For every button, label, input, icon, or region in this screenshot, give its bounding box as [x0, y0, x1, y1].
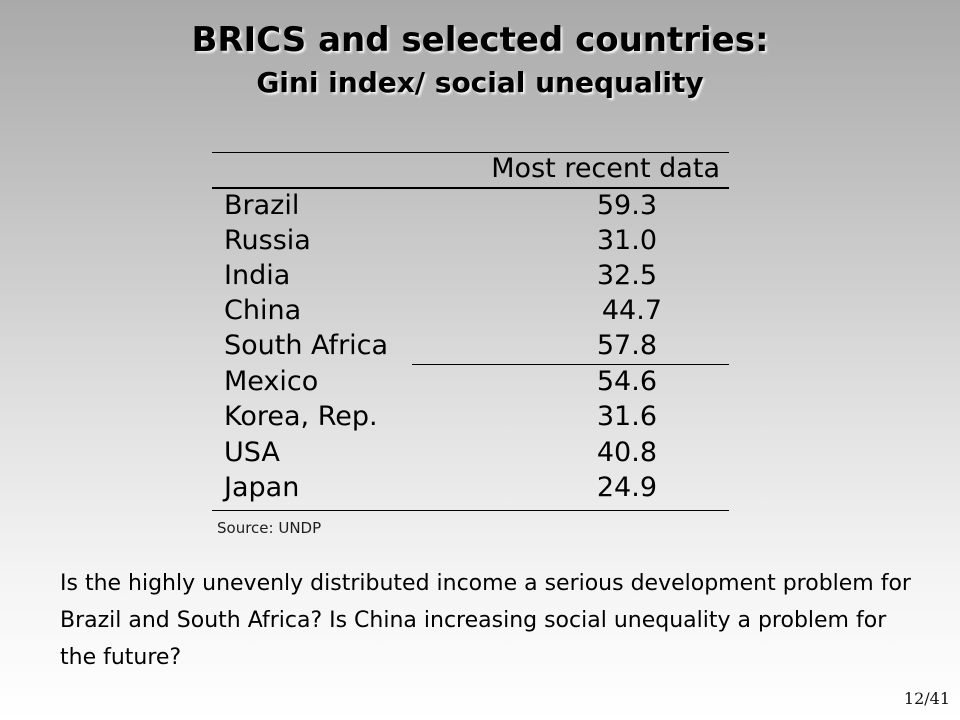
gini-value: 57.8	[596, 330, 657, 361]
table-row: Korea, Rep. 31.6	[224, 399, 664, 434]
table-row: China 44.7	[224, 293, 664, 328]
table-row: Mexico 54.6	[224, 364, 664, 399]
table-row: Brazil 59.3	[224, 188, 664, 223]
gini-value: 32.5	[596, 260, 657, 291]
table-header-rule	[212, 187, 729, 189]
gini-value: 31.0	[596, 225, 657, 256]
page-number: 12/41	[903, 689, 950, 708]
source-note: Source: UNDP	[217, 519, 322, 537]
country-name: South Africa	[224, 330, 389, 361]
table-row: India 32.5	[224, 258, 664, 293]
table-row: South Africa 57.8	[224, 328, 664, 363]
table-row: Russia 31.0	[224, 223, 664, 258]
country-name: Japan	[224, 472, 300, 503]
country-name: USA	[224, 437, 280, 468]
gini-value: 40.8	[596, 437, 657, 468]
gini-value: 59.3	[596, 190, 657, 221]
gini-value: 24.9	[596, 472, 657, 503]
gini-value: 44.7	[601, 295, 662, 326]
slide-subtitle: Gini index/ social unequality	[256, 66, 704, 99]
table-group-rule	[412, 364, 729, 365]
country-name: Brazil	[224, 190, 300, 221]
gini-value: 31.6	[596, 401, 657, 432]
country-name: Russia	[224, 225, 311, 256]
gini-value: 54.6	[596, 366, 657, 397]
table-row: Japan 24.9	[224, 470, 664, 505]
table-bottom-rule	[212, 510, 729, 511]
country-name: Korea, Rep.	[224, 401, 378, 432]
table-top-rule	[212, 152, 729, 153]
discussion-question: Is the highly unevenly distributed incom…	[60, 571, 911, 670]
country-name: India	[224, 260, 291, 291]
country-name: Mexico	[224, 366, 319, 397]
table-row: USA 40.8	[224, 435, 664, 470]
slide-title: BRICS and selected countries:	[191, 20, 769, 60]
country-name: China	[224, 295, 302, 326]
column-header: Most recent data	[491, 153, 720, 184]
